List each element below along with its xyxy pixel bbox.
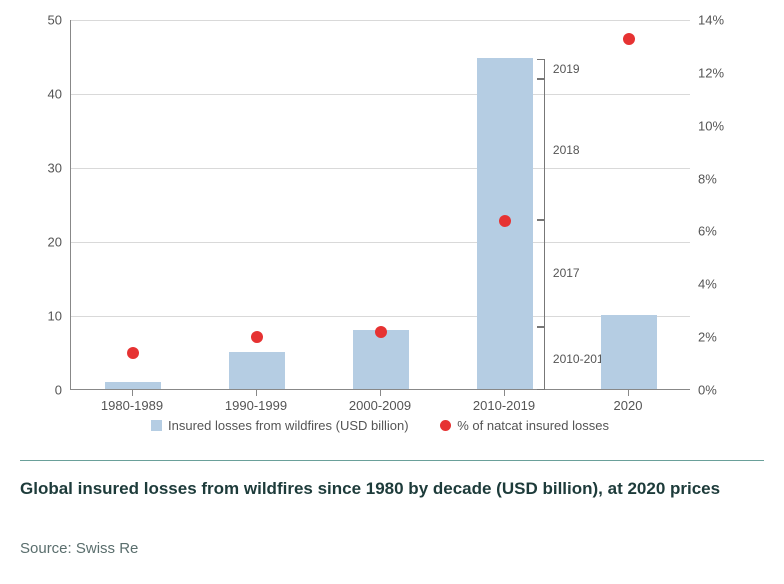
legend: Insured losses from wildfires (USD billi… <box>70 418 690 434</box>
ytick-left: 40 <box>22 87 62 102</box>
segment-bracket <box>537 59 545 79</box>
segment-label: 2018 <box>553 143 580 157</box>
segment-label: 2019 <box>553 62 580 76</box>
plot-region: 2010-2016201720182019 <box>70 20 690 390</box>
ytick-right: 10% <box>698 118 748 133</box>
bar <box>601 315 657 389</box>
ytick-left: 50 <box>22 13 62 28</box>
chart-source: Source: Swiss Re <box>20 540 138 557</box>
legend-swatch-dot <box>440 420 451 431</box>
bar-segment <box>601 315 657 389</box>
ytick-right: 4% <box>698 277 748 292</box>
chart-caption: Global insured losses from wildfires sin… <box>20 478 764 501</box>
xtick-label: 2010-2019 <box>473 398 535 413</box>
ytick-right: 14% <box>698 13 748 28</box>
legend-item-dots: % of natcat insured losses <box>440 418 609 433</box>
scatter-dot <box>623 33 635 45</box>
chart-area: 2010-2016201720182019 010203040500%2%4%6… <box>70 20 690 390</box>
ytick-left: 30 <box>22 161 62 176</box>
scatter-dot <box>251 331 263 343</box>
segment-label: 2017 <box>553 266 580 280</box>
segment-bracket <box>537 220 545 327</box>
ytick-left: 0 <box>22 383 62 398</box>
ytick-right: 12% <box>698 65 748 80</box>
ytick-right: 2% <box>698 330 748 345</box>
bar-segment <box>353 330 409 389</box>
legend-bar-label: Insured losses from wildfires (USD billi… <box>168 418 409 433</box>
bar-segment <box>477 326 533 389</box>
ytick-right: 6% <box>698 224 748 239</box>
legend-item-bars: Insured losses from wildfires (USD billi… <box>151 418 409 433</box>
bar <box>353 330 409 389</box>
legend-swatch-bar <box>151 420 162 431</box>
bar-segment <box>477 219 533 326</box>
xtick-label: 2000-2009 <box>349 398 411 413</box>
ytick-left: 20 <box>22 235 62 250</box>
xtick-label: 2020 <box>614 398 643 413</box>
bar-segment <box>477 78 533 219</box>
xtick-label: 1990-1999 <box>225 398 287 413</box>
ytick-right: 8% <box>698 171 748 186</box>
scatter-dot <box>499 215 511 227</box>
divider <box>20 460 764 461</box>
bar <box>229 352 285 389</box>
legend-dot-label: % of natcat insured losses <box>457 418 609 433</box>
ytick-left: 10 <box>22 309 62 324</box>
bar-segment <box>229 352 285 389</box>
scatter-dot <box>127 347 139 359</box>
scatter-dot <box>375 326 387 338</box>
bar-segment <box>105 382 161 389</box>
segment-bracket <box>537 327 545 390</box>
bar-segment <box>477 58 533 78</box>
bar <box>105 382 161 389</box>
xtick-label: 1980-1989 <box>101 398 163 413</box>
segment-bracket <box>537 79 545 220</box>
ytick-right: 0% <box>698 383 748 398</box>
